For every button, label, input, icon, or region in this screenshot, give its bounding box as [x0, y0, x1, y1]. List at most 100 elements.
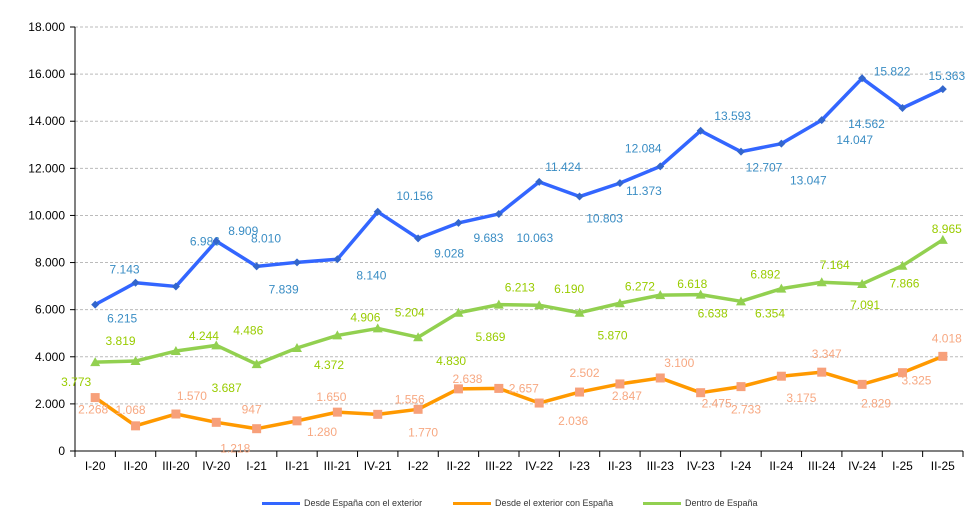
legend-swatch: [453, 501, 491, 505]
data-label: 1.556: [395, 392, 425, 406]
data-point-triangle: [211, 340, 222, 350]
data-point-square: [373, 409, 383, 419]
data-label: 6.892: [750, 268, 780, 282]
data-point-square: [575, 387, 585, 397]
legend-item-within-spain: Dentro de España: [643, 498, 758, 508]
data-label: 4.906: [350, 310, 380, 324]
data-point-triangle: [695, 289, 706, 299]
data-label: 7.164: [820, 258, 850, 272]
data-point-diamond: [212, 237, 221, 246]
data-label: 10.156: [396, 189, 433, 203]
data-point-square: [776, 371, 786, 381]
data-label: 6.638: [698, 307, 728, 321]
legend-label: Dentro de España: [685, 498, 758, 508]
y-tick-label: 2.000: [35, 397, 65, 411]
legend-swatch: [262, 501, 300, 505]
data-point-triangle: [292, 343, 302, 353]
data-label: 4.486: [233, 323, 263, 337]
data-label: 9.028: [434, 246, 464, 260]
data-point-square: [857, 379, 867, 389]
data-label: 6.213: [505, 281, 535, 295]
data-label: 947: [242, 403, 262, 417]
data-point-square: [615, 379, 625, 389]
data-label: 2.733: [731, 403, 761, 417]
data-point-triangle: [857, 278, 868, 288]
data-point-square: [131, 421, 141, 431]
data-label: 2.036: [558, 414, 588, 428]
data-point-diamond: [777, 139, 786, 148]
data-label: 13.593: [714, 109, 751, 123]
line-chart: 0 2.000 4.000 6.000 8.000 10.000 12.000 14.000 1…: [28, 20, 965, 473]
data-point-square: [736, 382, 746, 392]
y-tick-label: 12.000: [28, 161, 65, 175]
data-label: 8.909: [228, 224, 258, 238]
y-tick-label: 6.000: [35, 303, 65, 317]
data-label: 1.770: [408, 425, 438, 439]
y-tick-label: 8.000: [35, 256, 65, 270]
data-label: 8.140: [356, 268, 386, 282]
data-label: 2.657: [509, 381, 539, 395]
data-label: 6.215: [107, 312, 137, 326]
data-point-diamond: [131, 278, 140, 287]
data-label: 3.325: [901, 374, 931, 388]
data-label: 6.986: [190, 234, 220, 248]
data-point-square: [938, 351, 948, 361]
data-label: 1.650: [316, 390, 346, 404]
data-point-triangle: [90, 357, 101, 367]
data-label: 12.707: [746, 161, 783, 175]
data-label: 4.830: [436, 354, 466, 368]
data-point-diamond: [615, 179, 624, 188]
legend: Desde España con el exterior Desde el ex…: [0, 498, 971, 514]
data-label: 8.010: [251, 231, 281, 245]
data-point-diamond: [414, 234, 423, 243]
x-tick-label: II-24: [769, 459, 793, 473]
data-point-triangle: [816, 277, 827, 287]
data-point-diamond: [91, 300, 100, 309]
data-point-diamond: [858, 74, 867, 83]
data-label: 3.347: [812, 347, 842, 361]
data-point-diamond: [171, 282, 180, 291]
data-point-triangle: [937, 234, 948, 244]
data-label: 13.047: [790, 174, 827, 188]
data-label: 3.819: [106, 334, 136, 348]
legend-item-spain-abroad: Desde España con el exterior: [262, 498, 422, 508]
data-label: 3.100: [664, 356, 694, 370]
data-point-diamond: [575, 192, 584, 201]
data-point-triangle: [130, 356, 141, 366]
series-line: [94, 76, 944, 307]
data-label: 1.570: [177, 389, 207, 403]
data-label: 6.272: [625, 279, 655, 293]
data-label: 2.502: [570, 366, 600, 380]
x-tick-label: II-23: [608, 459, 632, 473]
data-point-square: [817, 367, 827, 377]
data-point-triangle: [776, 283, 787, 293]
data-point-diamond: [373, 207, 382, 216]
x-tick-label: III-24: [808, 459, 836, 473]
data-point-triangle: [655, 290, 666, 300]
data-label: 4.018: [932, 331, 962, 345]
legend-label: Desde el exterior con España: [495, 498, 614, 508]
data-label: 2.829: [861, 396, 891, 410]
data-label: 3.175: [786, 391, 816, 405]
x-tick-label: II-25: [931, 459, 955, 473]
data-point-square: [453, 384, 463, 394]
data-label: 2.268: [78, 403, 108, 417]
x-tick-label: I-20: [85, 459, 106, 473]
data-point-diamond: [696, 126, 705, 135]
y-tick-label: 18.000: [28, 20, 65, 34]
data-label: 15.822: [874, 64, 911, 78]
data-label: 5.204: [395, 305, 425, 319]
data-label: 6.190: [554, 282, 584, 296]
x-tick-label: I-25: [892, 459, 913, 473]
data-point-diamond: [898, 103, 907, 112]
data-label: 8.965: [932, 222, 962, 236]
data-label: 10.063: [516, 231, 553, 245]
data-label: 11.424: [545, 160, 581, 174]
data-point-square: [211, 417, 221, 427]
data-point-diamond: [293, 258, 301, 267]
data-label: 15.363: [928, 69, 965, 83]
data-point-triangle: [574, 307, 585, 317]
x-tick-label: I-21: [246, 459, 267, 473]
data-point-triangle: [372, 323, 383, 333]
